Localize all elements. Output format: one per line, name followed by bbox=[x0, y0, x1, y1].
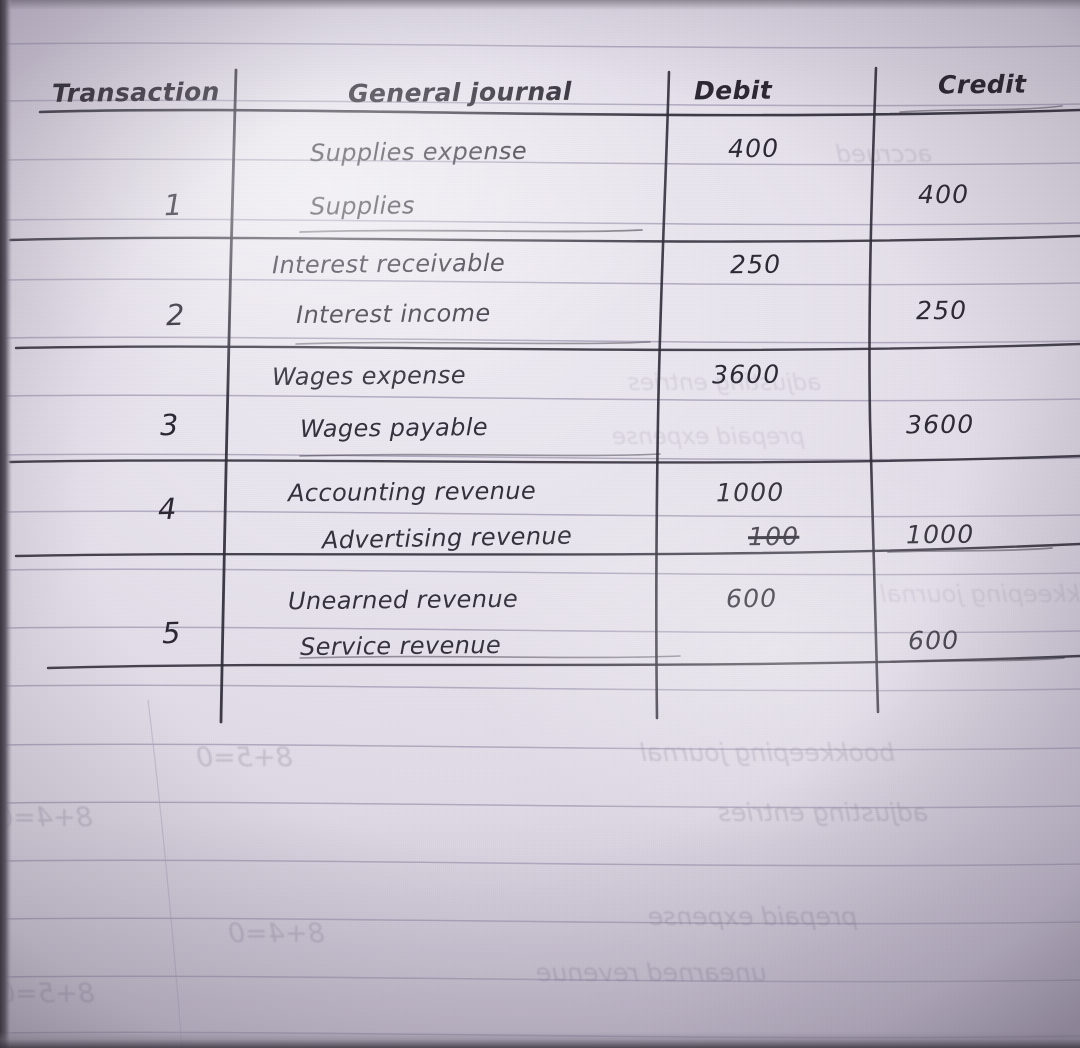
column-header-general-journal: General journal bbox=[347, 76, 572, 109]
row-debit-amount-struck: 100 bbox=[747, 521, 800, 552]
row-credit-account: Advertising revenue bbox=[321, 521, 573, 555]
row-debit-amount: 3600 bbox=[711, 359, 781, 390]
row-credit-account: Interest income bbox=[295, 298, 491, 330]
row-transaction-id: 2 bbox=[165, 297, 186, 333]
column-header-debit: Debit bbox=[693, 75, 773, 106]
row-credit-amount: 250 bbox=[915, 295, 968, 326]
row-transaction-id: 1 bbox=[163, 187, 184, 223]
column-header-transaction: Transaction bbox=[51, 77, 220, 108]
row-transaction-id: 3 bbox=[159, 407, 180, 443]
column-header-credit: Credit bbox=[937, 69, 1027, 100]
row-transaction-id: 4 bbox=[157, 491, 178, 527]
row-credit-amount: 3600 bbox=[905, 409, 975, 440]
row-debit-amount: 400 bbox=[727, 133, 780, 164]
row-debit-account: Unearned revenue bbox=[287, 584, 519, 616]
row-transaction-id: 5 bbox=[161, 615, 182, 651]
row-credit-account: Wages payable bbox=[299, 413, 489, 443]
photo-edge-left bbox=[0, 0, 12, 1048]
row-debit-amount: 600 bbox=[725, 583, 778, 614]
row-credit-account: Service revenue bbox=[299, 630, 502, 662]
row-credit-amount: 400 bbox=[917, 179, 970, 210]
photo-edge-bottom bbox=[0, 1032, 1080, 1048]
row-credit-amount: 1000 bbox=[905, 519, 975, 550]
row-debit-account: Wages expense bbox=[271, 360, 467, 392]
row-credit-amount: 600 bbox=[907, 625, 960, 656]
row-debit-account: Interest receivable bbox=[271, 248, 506, 280]
row-debit-account: Supplies expense bbox=[309, 136, 528, 168]
row-debit-amount: 250 bbox=[729, 249, 782, 280]
photo-edge-top bbox=[0, 0, 1080, 10]
row-credit-account: Supplies bbox=[309, 191, 415, 221]
row-debit-amount: 1000 bbox=[715, 477, 785, 508]
row-debit-account: Accounting revenue bbox=[287, 476, 537, 508]
